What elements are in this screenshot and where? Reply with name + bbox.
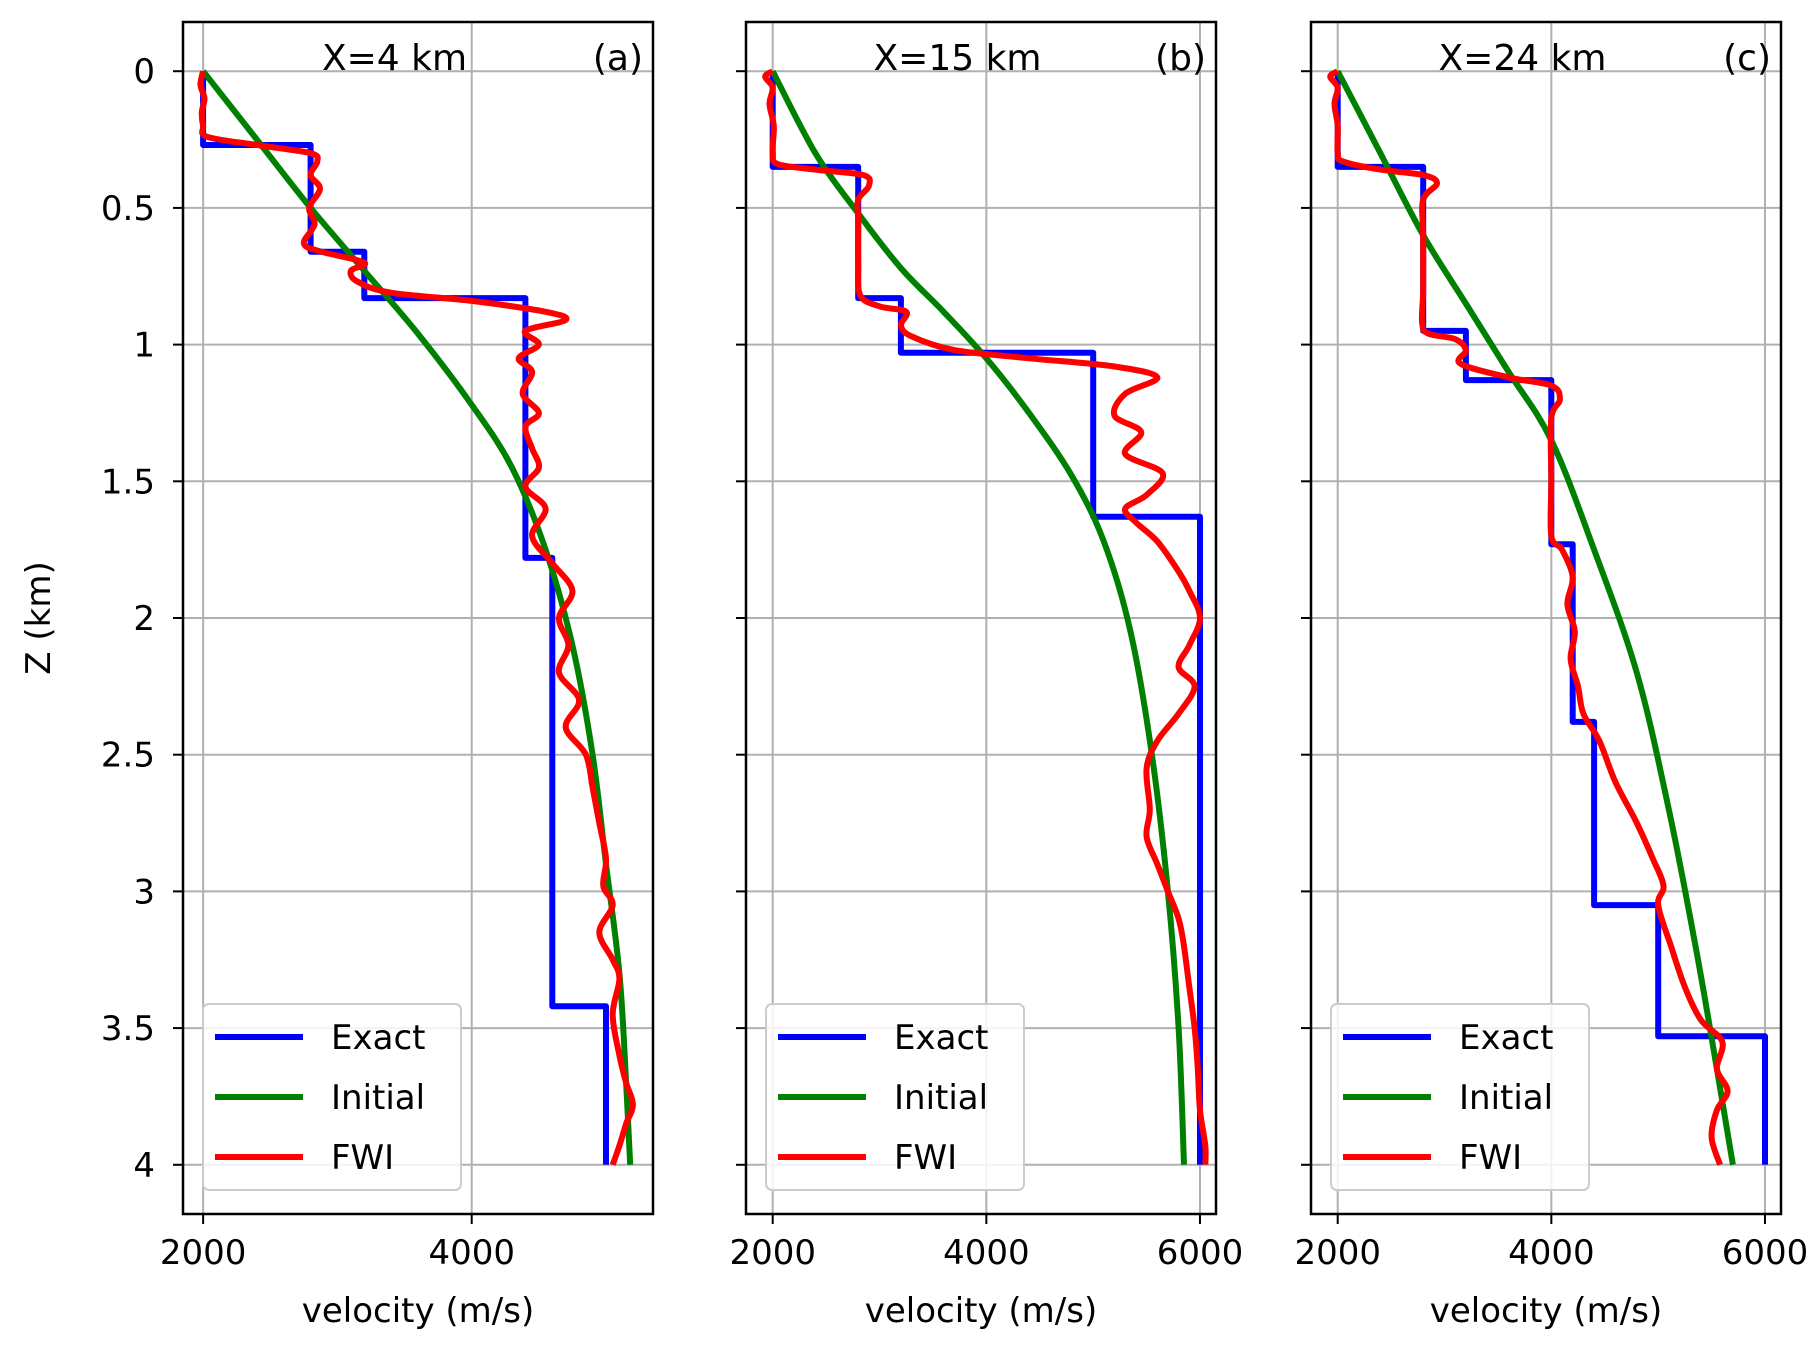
y-tick-label-a-5: 2.5 [101, 736, 155, 776]
panel-title-a: X=4 km [322, 38, 467, 79]
panel-a: 2000 4000 0 0.5 1 1.5 2 2.5 3 3.5 4 velocity (m/s) Z… [19, 20, 655, 1331]
y-tick-label-a-2: 1 [133, 326, 155, 366]
panel-label-b: (b) [1155, 38, 1206, 79]
series-group-b [762, 68, 1209, 1165]
x-tick-label-a-0: 2000 [160, 1233, 247, 1273]
x-tick-label-b-0: 2000 [729, 1233, 816, 1273]
legend-label-fwi-b: FWI [894, 1138, 957, 1178]
legend-box-a [202, 1003, 462, 1191]
panel-label-c: (c) [1723, 38, 1771, 79]
legend-label-exact-a: Exact [331, 1018, 425, 1058]
x-tick-label-a-1: 4000 [428, 1233, 515, 1273]
series-group-c [1327, 68, 1768, 1166]
x-tick-label-b-1: 4000 [943, 1233, 1030, 1273]
series-fwi-line-a [197, 70, 636, 1166]
panel-title-b: X=15 km [874, 38, 1042, 79]
y-tick-label-a-0: 0 [133, 52, 155, 92]
y-tick-label-a-6: 3 [133, 872, 155, 912]
series-fwi-line-c [1327, 68, 1731, 1166]
panel-label-a: (a) [593, 38, 643, 79]
y-tick-label-a-3: 1.5 [101, 462, 155, 502]
legend-c: Exact Initial FWI [1330, 1003, 1590, 1191]
x-tick-label-c-0: 2000 [1294, 1233, 1381, 1273]
legend-box-c [1330, 1003, 1590, 1191]
x-tick-label-c-1: 4000 [1508, 1233, 1595, 1273]
y-tick-label-a-4: 2 [133, 599, 155, 639]
legend-a: Exact Initial FWI [202, 1003, 462, 1191]
legend-label-exact-c: Exact [1459, 1018, 1553, 1058]
x-tick-label-c-2: 6000 [1722, 1233, 1809, 1273]
series-fwi-line-b [762, 68, 1209, 1165]
legend-label-initial-b: Initial [894, 1078, 988, 1118]
panel-c: 2000 4000 6000 velocity (m/s) X=24 km (c) Exac… [1294, 20, 1809, 1331]
legend-label-fwi-c: FWI [1459, 1138, 1522, 1178]
x-axis-label-c: velocity (m/s) [1430, 1291, 1663, 1331]
x-axis-label-b: velocity (m/s) [865, 1291, 1098, 1331]
x-tick-label-b-2: 6000 [1157, 1233, 1244, 1273]
legend-label-initial-a: Initial [331, 1078, 425, 1118]
x-axis-label-a: velocity (m/s) [302, 1291, 535, 1331]
panel-title-c: X=24 km [1439, 38, 1607, 79]
legend-label-initial-c: Initial [1459, 1078, 1553, 1118]
series-group-a [197, 69, 636, 1166]
series-initial-line-b [770, 69, 1187, 1165]
legend-label-exact-b: Exact [894, 1018, 988, 1058]
legend-box-b [765, 1003, 1025, 1191]
y-axis-label-a: Z (km) [19, 561, 59, 674]
y-tick-label-a-7: 3.5 [101, 1009, 155, 1049]
legend-b: Exact Initial FWI [765, 1003, 1025, 1191]
panel-b: 2000 4000 6000 velocity (m/s) X=15 km (b) Exac… [729, 20, 1244, 1331]
legend-label-fwi-a: FWI [331, 1138, 394, 1178]
y-tick-label-a-8: 4 [133, 1146, 155, 1186]
y-tick-label-a-1: 0.5 [101, 189, 155, 229]
